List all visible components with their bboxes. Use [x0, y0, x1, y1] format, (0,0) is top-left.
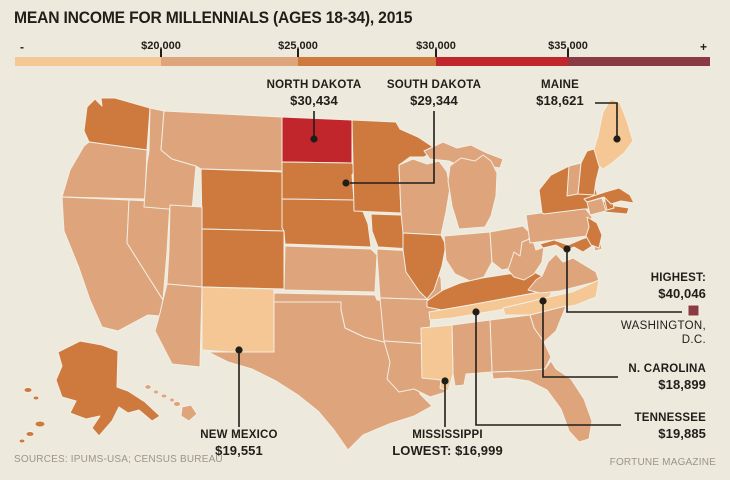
callout-value: LOWEST: $16,999 — [392, 442, 503, 458]
callout-label: MISSISSIPPI — [412, 429, 483, 441]
callout-south-dakota: SOUTH DAKOTA $29,344 — [374, 79, 494, 107]
state-colorado — [201, 228, 285, 290]
state-maine — [593, 98, 634, 170]
state-hawaii — [144, 384, 198, 422]
state-wyoming — [200, 168, 286, 232]
legend-tick-label-20000: $20,000 — [141, 40, 181, 52]
state-florida — [491, 360, 593, 443]
state-north-carolina — [502, 279, 600, 316]
leader-line-maine — [595, 102, 618, 137]
leader-line-south-dakota — [350, 111, 435, 184]
state-mississippi — [420, 324, 454, 392]
legend-segment-1 — [15, 57, 161, 66]
leader-line-washington-dc — [566, 252, 682, 313]
state-new-jersey — [585, 216, 603, 249]
callout-north-carolina: N. CAROLINA $18,899 — [546, 363, 706, 391]
callout-north-dakota: NORTH DAKOTA $30,434 — [254, 79, 374, 107]
state-minnesota — [351, 119, 437, 214]
state-utah — [166, 204, 203, 288]
legend-tick-label-30000: $30,000 — [416, 40, 456, 52]
state-alabama — [451, 319, 493, 387]
callout-dc-highest: HIGHEST: $40,046 — [546, 272, 706, 300]
page-title: MEAN INCOME FOR MILLENNIALS (AGES 18-34)… — [14, 8, 413, 27]
callout-value: $40,046 — [658, 285, 706, 301]
leader-line-tennessee — [475, 315, 621, 426]
callout-label: HIGHEST: — [650, 272, 706, 284]
legend-segment-2 — [161, 57, 298, 66]
legend-segment-5 — [568, 57, 710, 66]
callout-dot-north-carolina — [539, 297, 547, 305]
callout-label: NEW MEXICO — [200, 429, 278, 441]
callout-dot-maine — [613, 135, 621, 143]
callout-dots — [235, 135, 621, 385]
callout-label: N. CAROLINA — [628, 363, 706, 375]
callout-value: $29,344 — [410, 92, 458, 108]
callout-dot-new-mexico — [235, 346, 243, 354]
callout-value: $19,551 — [215, 442, 263, 458]
callout-dot-south-dakota — [342, 179, 350, 187]
state-kansas — [283, 245, 378, 293]
state-illinois — [402, 232, 447, 300]
publisher-credit: FORTUNE MAGAZINE — [609, 457, 716, 468]
callout-dot-tennessee — [472, 308, 480, 316]
callout-label: WASHINGTON, — [620, 320, 706, 332]
states-layer — [18, 97, 700, 451]
state-massachusetts — [583, 187, 635, 205]
legend-max-label: + — [700, 40, 708, 54]
state-new-hampshire — [577, 148, 601, 196]
legend-min-label: - — [20, 40, 24, 54]
state-virginia — [527, 253, 600, 294]
legend-segment-3 — [298, 57, 436, 66]
callout-value: $30,434 — [290, 92, 338, 108]
legend-tick-label-35000: $35,000 — [548, 40, 588, 52]
callout-label: SOUTH DAKOTA — [386, 79, 482, 91]
legend-tick-label-25000: $25,000 — [278, 40, 318, 52]
callout-label: TENNESSEE — [634, 412, 706, 424]
state-wisconsin — [398, 158, 451, 236]
callout-dot-washington-dc — [563, 245, 571, 253]
callout-tennessee: TENNESSEE $19,885 — [546, 412, 706, 440]
dc-highest-marker — [687, 304, 700, 317]
state-west-virginia — [507, 237, 545, 281]
state-alaska — [18, 340, 161, 444]
sources-credit: SOURCES: IPUMS-USA; CENSUS BUREAU — [14, 454, 223, 465]
callout-maine: MAINE $18,621 — [505, 79, 615, 107]
state-indiana — [443, 231, 493, 282]
callout-dc-name: WASHINGTON, D.C. — [546, 320, 706, 347]
leader-line-north-carolina — [542, 304, 618, 378]
callout-dot-north-dakota — [310, 135, 318, 143]
legend-segment-4 — [436, 57, 568, 66]
callout-value: $18,899 — [658, 376, 706, 392]
callout-label: MAINE — [540, 79, 580, 91]
callout-value: $18,621 — [536, 92, 584, 108]
callout-dot-mississippi — [441, 377, 449, 385]
callout-label: D.C. — [681, 333, 706, 346]
callout-new-mexico: NEW MEXICO $19,551 — [179, 429, 299, 457]
state-michigan-lower — [447, 154, 498, 230]
state-oregon — [61, 141, 148, 200]
callout-value: $19,885 — [658, 425, 706, 441]
state-texas — [207, 301, 433, 451]
leader-lines — [238, 102, 682, 427]
callout-mississippi: MISSISSIPPI LOWEST: $16,999 — [375, 429, 520, 457]
callout-label: NORTH DAKOTA — [266, 79, 362, 91]
